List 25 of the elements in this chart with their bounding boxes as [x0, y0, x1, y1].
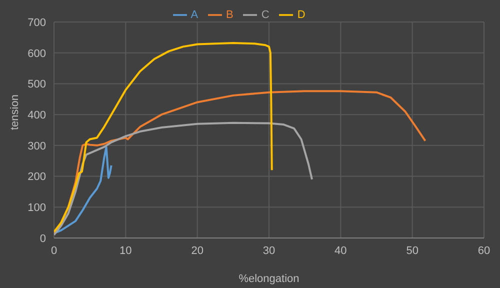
y-tick-label: 200 [28, 171, 46, 184]
y-tick-label: 700 [28, 16, 46, 29]
y-tick-label: 100 [28, 202, 46, 214]
x-tick-label: 0 [50, 244, 58, 257]
y-tick-label: 400 [28, 109, 46, 122]
line-series [54, 146, 112, 234]
y-tick-label: 600 [28, 48, 46, 60]
y-tick-label: 300 [28, 140, 46, 152]
x-axis-title: %elongation [238, 273, 300, 285]
line-series [54, 42, 273, 233]
x-tick-label: 30 [262, 244, 276, 257]
y-tick-label: 500 [28, 78, 46, 91]
x-tick-label: 10 [120, 244, 132, 257]
x-tick-label: 40 [334, 244, 347, 257]
y-tick-label: 0 [40, 232, 46, 245]
line-series [54, 90, 426, 234]
y-axis-title: tension [8, 94, 21, 130]
legend-label: C [261, 8, 270, 21]
x-tick-label: 60 [478, 244, 490, 257]
x-tick-label: 50 [406, 244, 418, 257]
legend-label: B [226, 8, 234, 21]
legend-label: A [190, 8, 198, 21]
line-series [54, 122, 313, 236]
legend-label: D [297, 8, 306, 21]
x-tick-label: 20 [191, 244, 204, 257]
